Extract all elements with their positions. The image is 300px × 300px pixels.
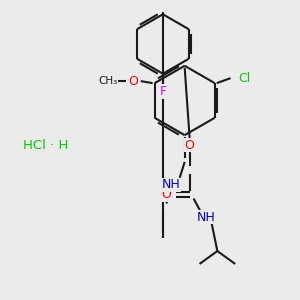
Text: O: O [161,188,171,201]
Text: HCl · H: HCl · H [23,139,69,152]
Text: CH₃: CH₃ [98,76,118,86]
Text: NH: NH [161,178,180,191]
Text: Cl: Cl [238,72,250,85]
Text: NH: NH [197,211,216,224]
Text: O: O [128,75,138,88]
Text: O: O [185,139,195,152]
Text: F: F [159,85,167,98]
